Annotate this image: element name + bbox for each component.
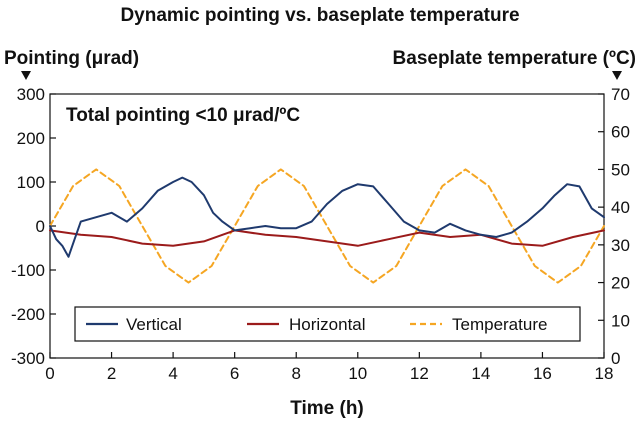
y-left-tick-label: 200 <box>17 129 45 148</box>
y-left-tick-label: 100 <box>17 173 45 192</box>
x-tick-label: 18 <box>595 364 614 383</box>
ticks-layer: 0 2 4 6 8 10 12 14 16 183002001000-100-200-300706… <box>11 85 630 383</box>
x-tick-label: 0 <box>45 364 54 383</box>
left-axis-marker-icon <box>21 71 31 80</box>
legend-label-vertical: Vertical <box>126 315 182 334</box>
right-axis-marker-icon <box>612 71 622 80</box>
x-tick-label: 2 <box>107 364 116 383</box>
legend-label-temperature: Temperature <box>452 315 547 334</box>
x-tick-label: 6 <box>230 364 239 383</box>
x-tick-label: 4 <box>168 364 177 383</box>
chart-title: Dynamic pointing vs. baseplate temperatu… <box>120 5 519 26</box>
series-line-horizontal <box>49 229 605 247</box>
y-left-tick-label: 300 <box>17 85 45 104</box>
y-right-tick-label: 40 <box>611 198 630 217</box>
y-right-tick-label: 60 <box>611 123 630 142</box>
y-left-tick-label: 0 <box>36 217 45 236</box>
legend-label-horizontal: Horizontal <box>289 315 366 334</box>
x-tick-label: 16 <box>533 364 552 383</box>
y-right-tick-label: 50 <box>611 160 630 179</box>
left-axis-label: Pointing (μrad) <box>4 48 139 69</box>
y-right-tick-label: 10 <box>611 311 630 330</box>
x-tick-label: 10 <box>348 364 367 383</box>
y-right-tick-label: 0 <box>611 349 620 368</box>
y-right-tick-label: 70 <box>611 85 630 104</box>
legend: Vertical Horizontal Temperature <box>74 306 581 342</box>
x-tick-label: 14 <box>471 364 490 383</box>
y-left-tick-label: -200 <box>11 305 45 324</box>
x-axis-label: Time (h) <box>290 398 364 419</box>
series-layer <box>49 168 605 284</box>
annotation: Total pointing <10 μrad/ºC <box>66 105 300 126</box>
y-left-tick-label: -100 <box>11 261 45 280</box>
series-line-vertical <box>49 176 605 258</box>
y-right-tick-label: 30 <box>611 236 630 255</box>
series-line-temperature <box>49 168 605 284</box>
x-tick-label: 12 <box>410 364 429 383</box>
x-tick-label: 8 <box>291 364 300 383</box>
y-left-tick-label: -300 <box>11 349 45 368</box>
y-right-tick-label: 20 <box>611 274 630 293</box>
legend-box <box>74 306 581 342</box>
right-axis-label: Baseplate temperature (ºC) <box>393 48 636 69</box>
